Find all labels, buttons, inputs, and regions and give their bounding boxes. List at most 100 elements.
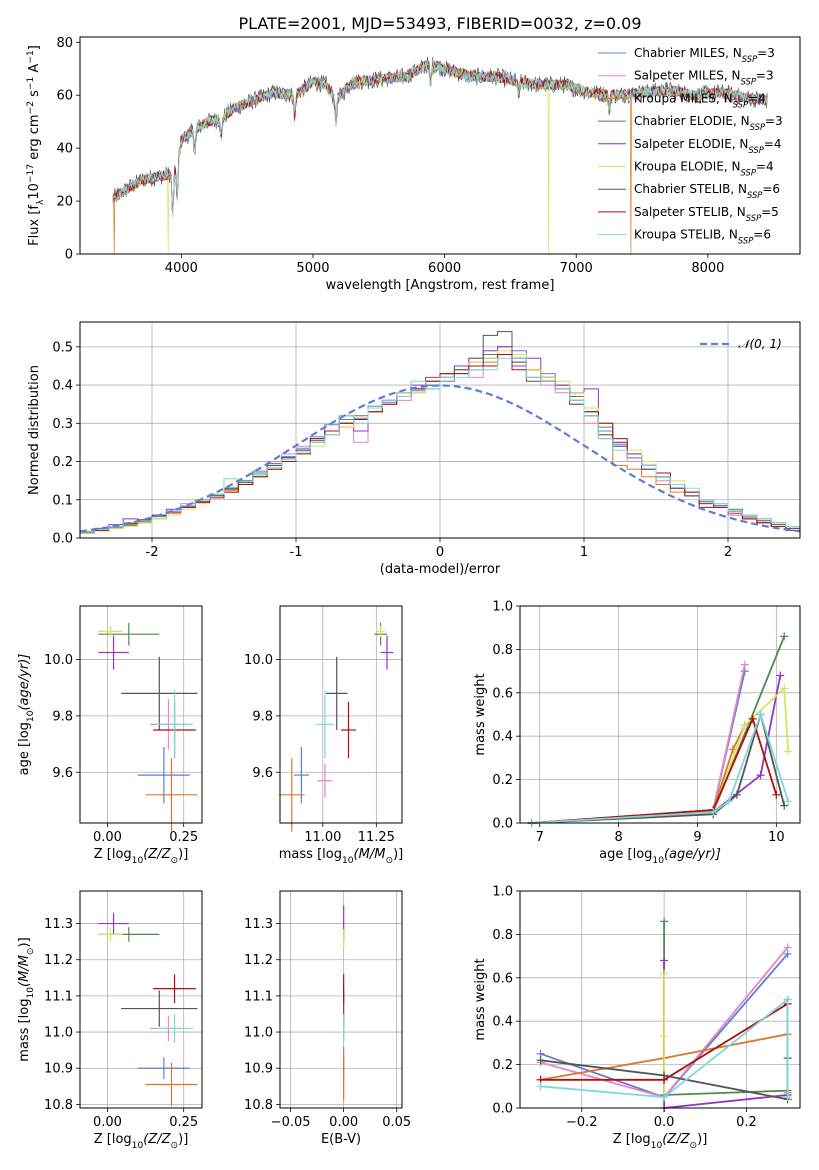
- y-tick-label: 10.0: [44, 653, 73, 668]
- y-tick-label: 0.2: [52, 455, 73, 470]
- errorbar-kroupa-stelib: [156, 690, 193, 759]
- y-tick-label: 20: [56, 195, 73, 210]
- data-point: [660, 1093, 669, 1102]
- y-axis-label: mass [log10(M/M⊙)]: [17, 937, 36, 1061]
- x-tick-label: -2: [146, 545, 159, 560]
- data-point: [784, 747, 793, 756]
- y-tick-label: 11.1: [44, 989, 73, 1004]
- y-tick-label: 0.8: [492, 928, 513, 943]
- data-point: [783, 943, 792, 952]
- data-point: [660, 956, 669, 965]
- data-point: [740, 660, 749, 669]
- y-axis-label: Normed distribution: [27, 365, 42, 495]
- panel-spectrum: 4000 5000 6000 7000 8000 0 20 40 60 80 wavelength …: [26, 36, 801, 293]
- errorbar-salpeter-stelib: [341, 701, 356, 759]
- y-tick-label: 0.1: [52, 493, 73, 508]
- errorbar-chabrier-miles: [293, 746, 309, 804]
- plot-area-spectrum: [112, 56, 768, 254]
- data-point: [756, 710, 765, 719]
- y-tick-label: 0.3: [52, 417, 73, 432]
- panel-age_vs_Z: 0.00 0.25 9.6 9.8 10.0 Z [log10(Z/Z⊙)] age [lo…: [17, 605, 203, 866]
- y-tick-label: 0.0: [492, 817, 513, 832]
- data-point: [783, 995, 792, 1004]
- errorbar-chabrier-miles: [137, 746, 190, 804]
- series-kroupa-stelib: [527, 710, 793, 827]
- x-axis-label: Z [log10(Z/Z⊙)]: [94, 847, 189, 866]
- plot-area-age_vs_mass: [278, 622, 394, 832]
- y-axis-label: Flux [fλ10−17 erg cm−2 s−1 A−1]: [26, 45, 46, 246]
- series-chabrier-elodie: [660, 917, 792, 1099]
- legend-label: Chabrier ELODIE, NSSP=3: [634, 114, 783, 132]
- plot-area-weight_vs_age: [527, 632, 793, 827]
- x-axis-label: E(B-V): [321, 1132, 361, 1147]
- y-tick-label: 0.6: [492, 686, 513, 701]
- errorbar-salpeter-elodie: [98, 912, 129, 935]
- y-tick-label: 0.6: [492, 971, 513, 986]
- x-tick-label: 10: [768, 830, 785, 845]
- y-tick-label: 10.9: [244, 1062, 273, 1077]
- y-tick-label: 0.4: [492, 730, 513, 745]
- y-tick-label: 0.5: [52, 340, 73, 355]
- plot-area-mass_vs_Z: [98, 912, 198, 1107]
- y-tick-label: 1.0: [492, 885, 513, 900]
- data-point: [709, 808, 718, 817]
- errorbar-chabrier-miles: [137, 1057, 190, 1080]
- errorbar-kroupa-stelib: [316, 690, 334, 759]
- y-tick-label: 0.4: [492, 1015, 513, 1030]
- y-tick-label: 11.0: [244, 1026, 273, 1041]
- hist-kroupa-stelib: [79, 357, 801, 538]
- y-tick-label: 11.3: [44, 917, 73, 932]
- series-salpeter-elodie: [660, 956, 792, 1112]
- y-tick-label: 0.0: [52, 532, 73, 547]
- x-tick-label: 0.00: [93, 1115, 122, 1130]
- legend-label: Kroupa ELODIE, NSSP=4: [634, 160, 774, 178]
- y-tick-label: 0.2: [492, 773, 513, 788]
- y-tick-label: 10.0: [244, 653, 273, 668]
- data-point: [660, 969, 669, 978]
- x-tick-label: 9: [693, 830, 701, 845]
- errorbar-chabrier-stelib: [121, 656, 198, 730]
- x-axis-label: Z [log10(Z/Z⊙)]: [613, 1132, 708, 1151]
- spectrum-series-kroupa-stelib: [112, 59, 768, 212]
- legend-label: Salpeter STELIB, NSSP=5: [634, 205, 779, 223]
- axes-frame: [79, 36, 801, 255]
- x-axis-label: Z [log10(Z/Z⊙)]: [94, 1132, 189, 1151]
- x-tick-label: -1: [290, 545, 303, 560]
- legend-label: Kroupa MILES, NSSP=4: [634, 91, 766, 109]
- x-tick-label: 0.2: [736, 1115, 757, 1130]
- y-tick-label: 1.0: [492, 600, 513, 615]
- normal-curve: [79, 384, 801, 533]
- data-point: [740, 721, 749, 730]
- series-line: [531, 670, 746, 824]
- legend-label: Chabrier MILES, NSSP=3: [634, 46, 775, 64]
- data-point: [756, 771, 765, 780]
- data-point: [748, 714, 757, 723]
- series-line: [531, 686, 790, 824]
- data-point: [536, 1082, 545, 1091]
- axes-frame: [519, 605, 801, 824]
- series-line: [531, 716, 778, 824]
- y-tick-label: 10.8: [244, 1098, 273, 1113]
- errorbar-chabrier-elodie: [98, 622, 160, 646]
- x-tick-label: −0.2: [566, 1115, 598, 1130]
- y-axis-label: mass weight: [473, 673, 488, 755]
- errorbar-chabrier-stelib: [121, 990, 198, 1027]
- y-tick-label: 9.8: [52, 709, 73, 724]
- x-tick-label: 0.05: [382, 1115, 411, 1130]
- errorbar-salpeter-miles: [317, 763, 333, 798]
- x-tick-label: 0.0: [654, 1115, 675, 1130]
- data-point: [660, 1075, 669, 1084]
- x-tick-label: 11.25: [358, 830, 395, 845]
- y-tick-label: 80: [56, 36, 73, 51]
- spectrum-series-kroupa-elodie: [112, 60, 768, 254]
- errorbar-salpeter-elodie: [380, 635, 394, 670]
- y-tick-label: 11.3: [244, 917, 273, 932]
- x-tick-label: 6000: [428, 261, 461, 276]
- x-tick-label: 11.00: [304, 830, 341, 845]
- series-kroupa-elodie: [527, 684, 793, 827]
- errorbar-kroupa-elodie: [98, 625, 123, 637]
- data-point: [780, 632, 789, 641]
- panel-mass_vs_Z: 0.00 0.25 10.8 10.9 11.0 11.1 11.2 11.3 Z [log10…: [17, 890, 203, 1151]
- errorbar-kroupa-miles: [145, 758, 198, 832]
